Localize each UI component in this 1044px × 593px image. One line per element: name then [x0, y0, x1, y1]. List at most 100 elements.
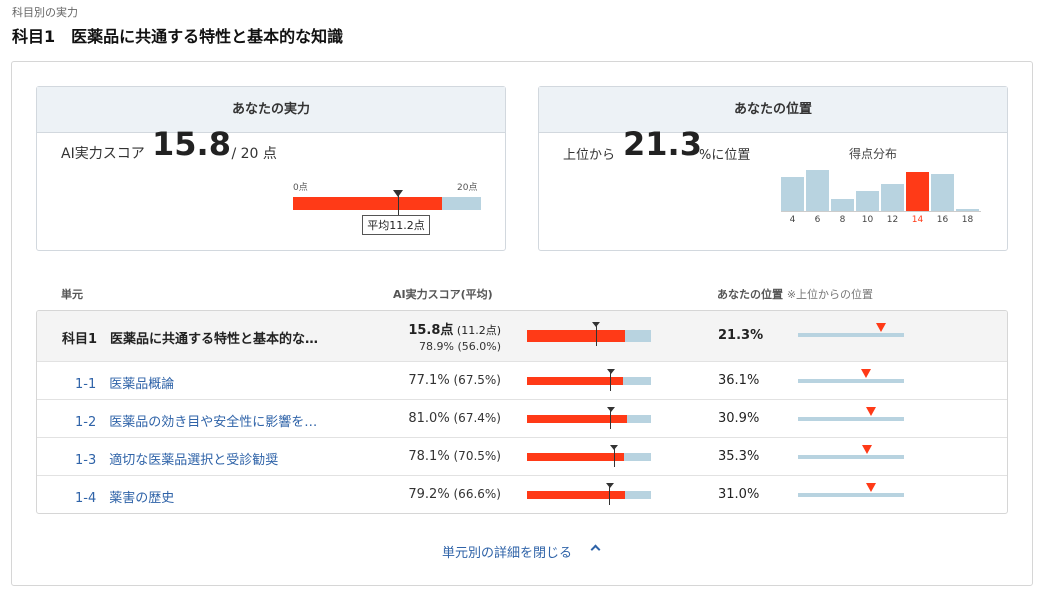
- average-marker-line: [595, 326, 598, 346]
- unit-position: 30.9%: [718, 411, 760, 426]
- scale-min-label: 0点: [293, 183, 308, 193]
- unit-score-average: (67.5%): [449, 373, 502, 387]
- score-bar-fill: [527, 453, 624, 461]
- score-bar-fill: [527, 330, 625, 342]
- histogram-bar: [856, 191, 879, 211]
- ability-score-fill: [293, 197, 442, 210]
- unit-link[interactable]: 1-3 適切な医薬品選択と受診勧奨: [75, 453, 279, 468]
- unit-score: 81.0% (67.4%): [408, 411, 501, 426]
- histogram-title: 得点分布: [849, 147, 898, 161]
- unit-score: 77.1% (67.5%): [408, 373, 501, 388]
- scale-max-label: 20点: [457, 183, 478, 193]
- score-bar-fill: [527, 415, 628, 423]
- position-marker-icon: [860, 369, 871, 378]
- histogram-tick-label: 16: [936, 215, 949, 225]
- unit-score: 78.1% (70.5%): [408, 449, 501, 464]
- page-title: 科目1 医薬品に共通する特性と基本的な知識: [12, 27, 344, 46]
- unit-score-average: (67.4%): [449, 411, 502, 425]
- average-marker-line: [609, 373, 612, 391]
- unit-score-value: 79.2%: [408, 487, 450, 502]
- histogram-tick-label: 4: [789, 215, 796, 225]
- average-marker-icon: [393, 190, 404, 197]
- histogram-baseline: [781, 211, 981, 212]
- unit-position: 31.0%: [718, 487, 760, 502]
- histogram-tick-label: 14: [911, 215, 924, 225]
- unit-table: 科目1 医薬品に共通する特性と基本的な… 15.8点 (11.2点) 78.9%…: [36, 310, 1008, 514]
- unit-link[interactable]: 1-2 医薬品の効き目や安全性に影響を…: [75, 415, 318, 430]
- position-marker-icon: [876, 323, 887, 332]
- average-marker-icon: [610, 445, 619, 450]
- table-row[interactable]: 1-1 医薬品概論 77.1% (67.5%) 36.1%: [37, 362, 1007, 400]
- score-max: / 20 点: [227, 146, 277, 162]
- histogram-bar: [931, 173, 954, 211]
- unit-score-value: 81.0%: [408, 411, 450, 426]
- position-track: [798, 455, 904, 459]
- histogram-tick-label: 8: [839, 215, 846, 225]
- position-prefix: 上位から: [563, 148, 616, 163]
- position-marker-icon: [866, 407, 877, 416]
- ability-score-bar: [293, 197, 481, 210]
- histogram-tick-label: 10: [861, 215, 874, 225]
- ability-card: あなたの実力 AI実力スコア 15.8 / 20 点 0点 20点 平均11.2…: [36, 86, 506, 251]
- table-row[interactable]: 1-2 医薬品の効き目や安全性に影響を… 81.0% (67.4%) 30.9%: [37, 400, 1007, 438]
- histogram-tick-label: 6: [814, 215, 821, 225]
- column-header-score: AI実力スコア(平均): [393, 288, 493, 301]
- position-marker-icon: [861, 445, 872, 454]
- column-header-position-label: あなたの位置: [717, 288, 783, 301]
- score-bar: [527, 491, 651, 499]
- score-label: AI実力スコア: [61, 146, 145, 162]
- histogram-bar: [806, 169, 829, 211]
- histogram-bar: [881, 184, 904, 211]
- breadcrumb: 科目別の実力: [12, 6, 78, 19]
- score-bar: [527, 330, 651, 342]
- average-marker-line: [397, 195, 400, 215]
- position-suffix: %に位置: [699, 148, 751, 163]
- table-row[interactable]: 1-3 適切な医薬品選択と受診勧奨 78.1% (70.5%) 35.3%: [37, 438, 1007, 476]
- subject-score-average: (11.2点): [453, 324, 501, 337]
- score-value: 15.8: [152, 125, 231, 163]
- average-marker-icon: [605, 483, 614, 488]
- unit-score-value: 77.1%: [408, 373, 450, 388]
- column-header-position: あなたの位置 ※上位からの位置: [717, 286, 873, 302]
- position-track: [798, 493, 904, 497]
- average-marker-icon: [606, 407, 615, 412]
- column-header-position-note: ※上位からの位置: [786, 288, 874, 301]
- average-marker-line: [609, 411, 612, 429]
- position-card: あなたの位置 上位から 21.3 %に位置 得点分布 4 6 8 10 12 14 16 18: [538, 86, 1008, 251]
- average-marker-icon: [592, 322, 601, 327]
- subject-score: 15.8点 (11.2点): [408, 319, 501, 338]
- position-marker-icon: [866, 483, 877, 492]
- score-bar-fill: [527, 491, 626, 499]
- unit-score-value: 78.1%: [408, 449, 450, 464]
- subject-panel: [11, 61, 1033, 586]
- position-card-title: あなたの位置: [539, 87, 1007, 133]
- score-bar-fill: [527, 377, 623, 385]
- histogram-tick-label: 12: [886, 215, 899, 225]
- position-track: [798, 379, 904, 383]
- unit-score-average: (70.5%): [449, 449, 502, 463]
- position-track: [798, 333, 904, 337]
- subject-score-value: 15.8点: [408, 323, 454, 338]
- unit-link[interactable]: 1-4 薬害の歴史: [75, 491, 175, 506]
- column-header-unit: 単元: [61, 288, 83, 301]
- collapse-details-link[interactable]: 単元別の詳細を閉じる: [442, 546, 573, 561]
- histogram-bar: [906, 171, 929, 211]
- position-track: [798, 417, 904, 421]
- average-label: 平均11.2点: [362, 215, 430, 235]
- score-bar: [527, 453, 651, 461]
- subject-unit-name: 科目1 医薬品に共通する特性と基本的な…: [62, 332, 319, 347]
- table-row-subject: 科目1 医薬品に共通する特性と基本的な… 15.8点 (11.2点) 78.9%…: [37, 311, 1007, 362]
- average-marker-line: [613, 449, 616, 467]
- subject-percent: 78.9% (56.0%): [419, 340, 501, 353]
- table-row[interactable]: 1-4 薬害の歴史 79.2% (66.6%) 31.0%: [37, 476, 1007, 513]
- unit-score-average: (66.6%): [449, 487, 502, 501]
- histogram-bar: [781, 176, 804, 211]
- subject-position: 21.3%: [718, 328, 764, 343]
- unit-link[interactable]: 1-1 医薬品概論: [75, 377, 175, 392]
- position-value: 21.3: [623, 125, 702, 163]
- average-marker-line: [608, 487, 611, 505]
- average-marker-icon: [606, 369, 615, 374]
- histogram-bar: [831, 199, 854, 211]
- unit-position: 35.3%: [718, 449, 760, 464]
- score-bar: [527, 415, 651, 423]
